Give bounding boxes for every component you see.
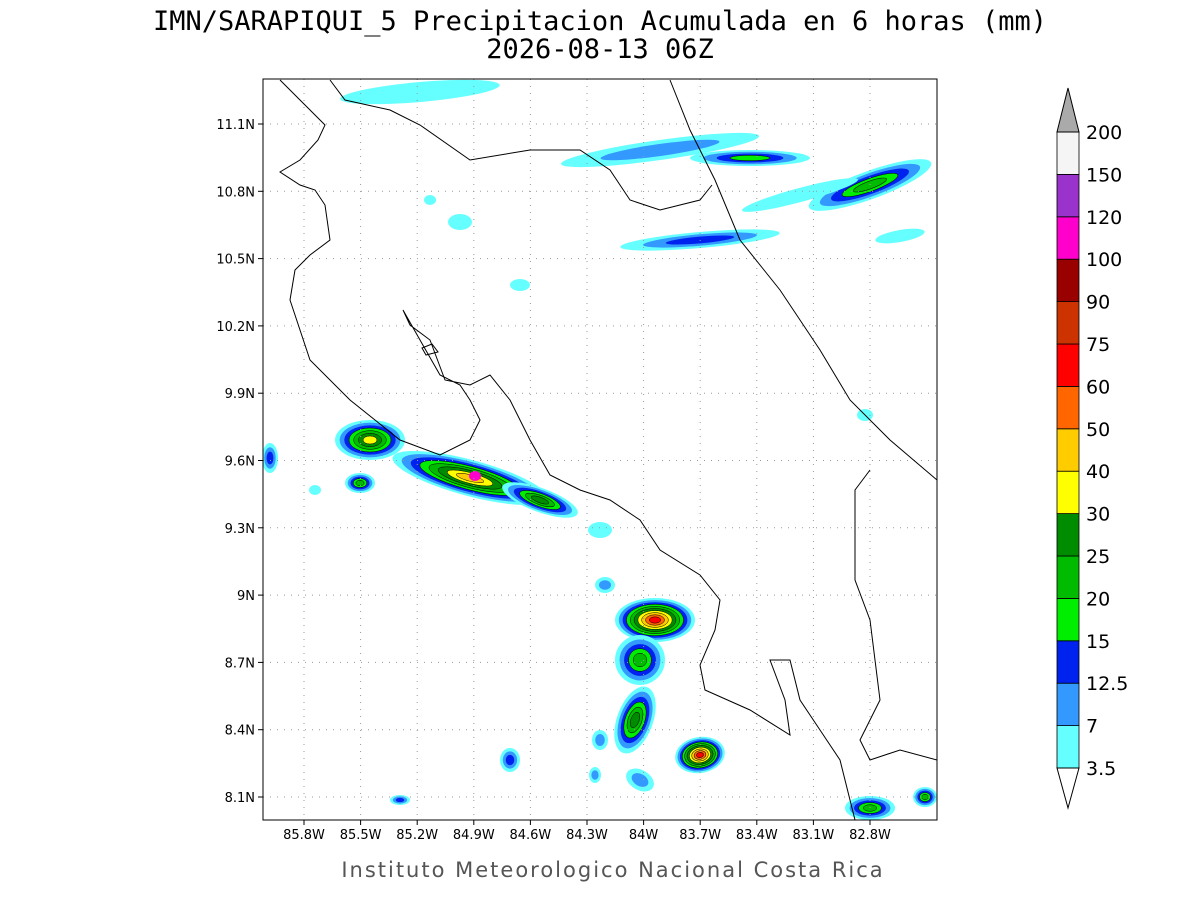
rain-contour	[600, 139, 720, 161]
colorbar-box	[1056, 131, 1080, 175]
colorbar-label: 90	[1086, 292, 1110, 314]
rain-contour	[340, 79, 500, 105]
rain-contour	[629, 712, 641, 728]
rain-contour	[266, 451, 274, 465]
colorbar-box	[1056, 555, 1080, 599]
colorbar-label: 75	[1086, 334, 1110, 356]
lon-label: 85.5W	[340, 828, 382, 843]
colorbar-label: 15	[1086, 631, 1110, 653]
rain-contour	[424, 195, 436, 205]
rain-contour	[355, 480, 365, 486]
island	[421, 343, 439, 356]
rain-contour	[309, 485, 321, 495]
lon-label: 83.1W	[792, 828, 834, 843]
lat-label: 10.5N	[216, 253, 255, 268]
lat-label: 8.4N	[225, 724, 255, 739]
lat-label: 10.2N	[216, 320, 255, 335]
colorbar-label: 30	[1086, 504, 1110, 526]
rain-peak	[469, 471, 481, 481]
colorbar-label: 25	[1086, 546, 1110, 568]
colorbar-box	[1056, 725, 1080, 769]
colorbar-box	[1056, 513, 1080, 557]
rain-contour	[591, 770, 599, 780]
coastlines	[279, 79, 937, 820]
border-panama	[854, 469, 937, 761]
colorbar-box	[1056, 258, 1080, 303]
colorbar-box	[1056, 470, 1080, 515]
colorbar-box	[1056, 173, 1080, 218]
rain-contour	[632, 652, 648, 668]
map-frame	[262, 78, 938, 821]
colorbar-box	[1056, 682, 1080, 727]
colorbar-label: 150	[1086, 164, 1122, 186]
colorbar-label: 200	[1086, 122, 1122, 144]
border-nicaragua	[329, 79, 713, 211]
rain-contour	[853, 177, 887, 193]
colorbar-label: 12.5	[1086, 673, 1128, 695]
rain-contour	[531, 495, 549, 505]
lon-label: 84W	[629, 828, 659, 843]
colorbar-label: 3.5	[1086, 758, 1116, 780]
rain-contour	[448, 214, 472, 230]
pacific-coast	[279, 79, 856, 820]
colorbar-label: 60	[1086, 376, 1110, 398]
rain-contour	[649, 616, 661, 624]
colorbar-label: 7	[1086, 716, 1098, 738]
lon-label: 82.8W	[849, 828, 891, 843]
colorbar-bottom	[1056, 767, 1080, 810]
rain-contour	[875, 228, 925, 244]
lon-label: 84.9W	[453, 828, 495, 843]
lat-label: 8.7N	[225, 656, 255, 671]
lon-label: 85.2W	[396, 828, 438, 843]
colorbar: 3.5 7 12.5 15 20 25 30 40 50 60 75 90 100 120 150 200	[1056, 87, 1128, 810]
lon-label: 83.4W	[736, 828, 778, 843]
lat-label: 9.6N	[225, 455, 255, 470]
lat-label: 11.1N	[216, 118, 255, 133]
lat-label: 9.3N	[225, 522, 255, 537]
rain-contour	[510, 279, 530, 291]
rain-contour	[729, 155, 771, 161]
rain-contour	[599, 580, 611, 590]
graticule	[258, 79, 937, 825]
colorbar-label: 120	[1086, 207, 1122, 229]
rain-contour	[742, 178, 858, 212]
colorbar-label: 100	[1086, 249, 1122, 271]
rain-contour	[696, 752, 704, 758]
colorbar-box	[1056, 216, 1080, 260]
precipitation-field	[263, 79, 937, 820]
colorbar-box	[1056, 385, 1080, 430]
lat-label: 9N	[237, 589, 255, 604]
rain-contour	[631, 773, 649, 787]
rain-contour	[505, 754, 515, 766]
colorbar-box	[1056, 343, 1080, 387]
subtitle: 2026-08-13 06Z	[486, 34, 714, 65]
rain-contour	[362, 435, 378, 445]
lon-label: 84.6W	[509, 828, 551, 843]
colorbar-box	[1056, 301, 1080, 345]
lat-label: 9.9N	[225, 387, 255, 402]
rain-contour	[862, 804, 878, 812]
rain-contour	[395, 797, 405, 803]
title: IMN/SARAPIQUI_5 Precipitacion Acumulada …	[153, 6, 1047, 37]
lon-label: 85.8W	[283, 828, 325, 843]
colorbar-label: 20	[1086, 588, 1110, 610]
colorbar-box	[1056, 640, 1080, 684]
footer: Instituto Meteorologico Nacional Costa R…	[341, 858, 884, 882]
rain-contour	[588, 522, 612, 538]
colorbar-label: 40	[1086, 461, 1110, 483]
lat-label: 10.8N	[216, 185, 255, 200]
rain-contour	[921, 794, 929, 800]
lon-label: 83.7W	[679, 828, 721, 843]
lon-label: 84.3W	[566, 828, 608, 843]
rain-contour	[595, 734, 605, 746]
colorbar-box	[1056, 598, 1080, 642]
caribbean-coast	[669, 79, 937, 481]
colorbar-box	[1056, 428, 1080, 472]
lat-label: 8.1N	[225, 791, 255, 806]
colorbar-label: 50	[1086, 419, 1110, 441]
colorbar-top	[1056, 87, 1080, 133]
